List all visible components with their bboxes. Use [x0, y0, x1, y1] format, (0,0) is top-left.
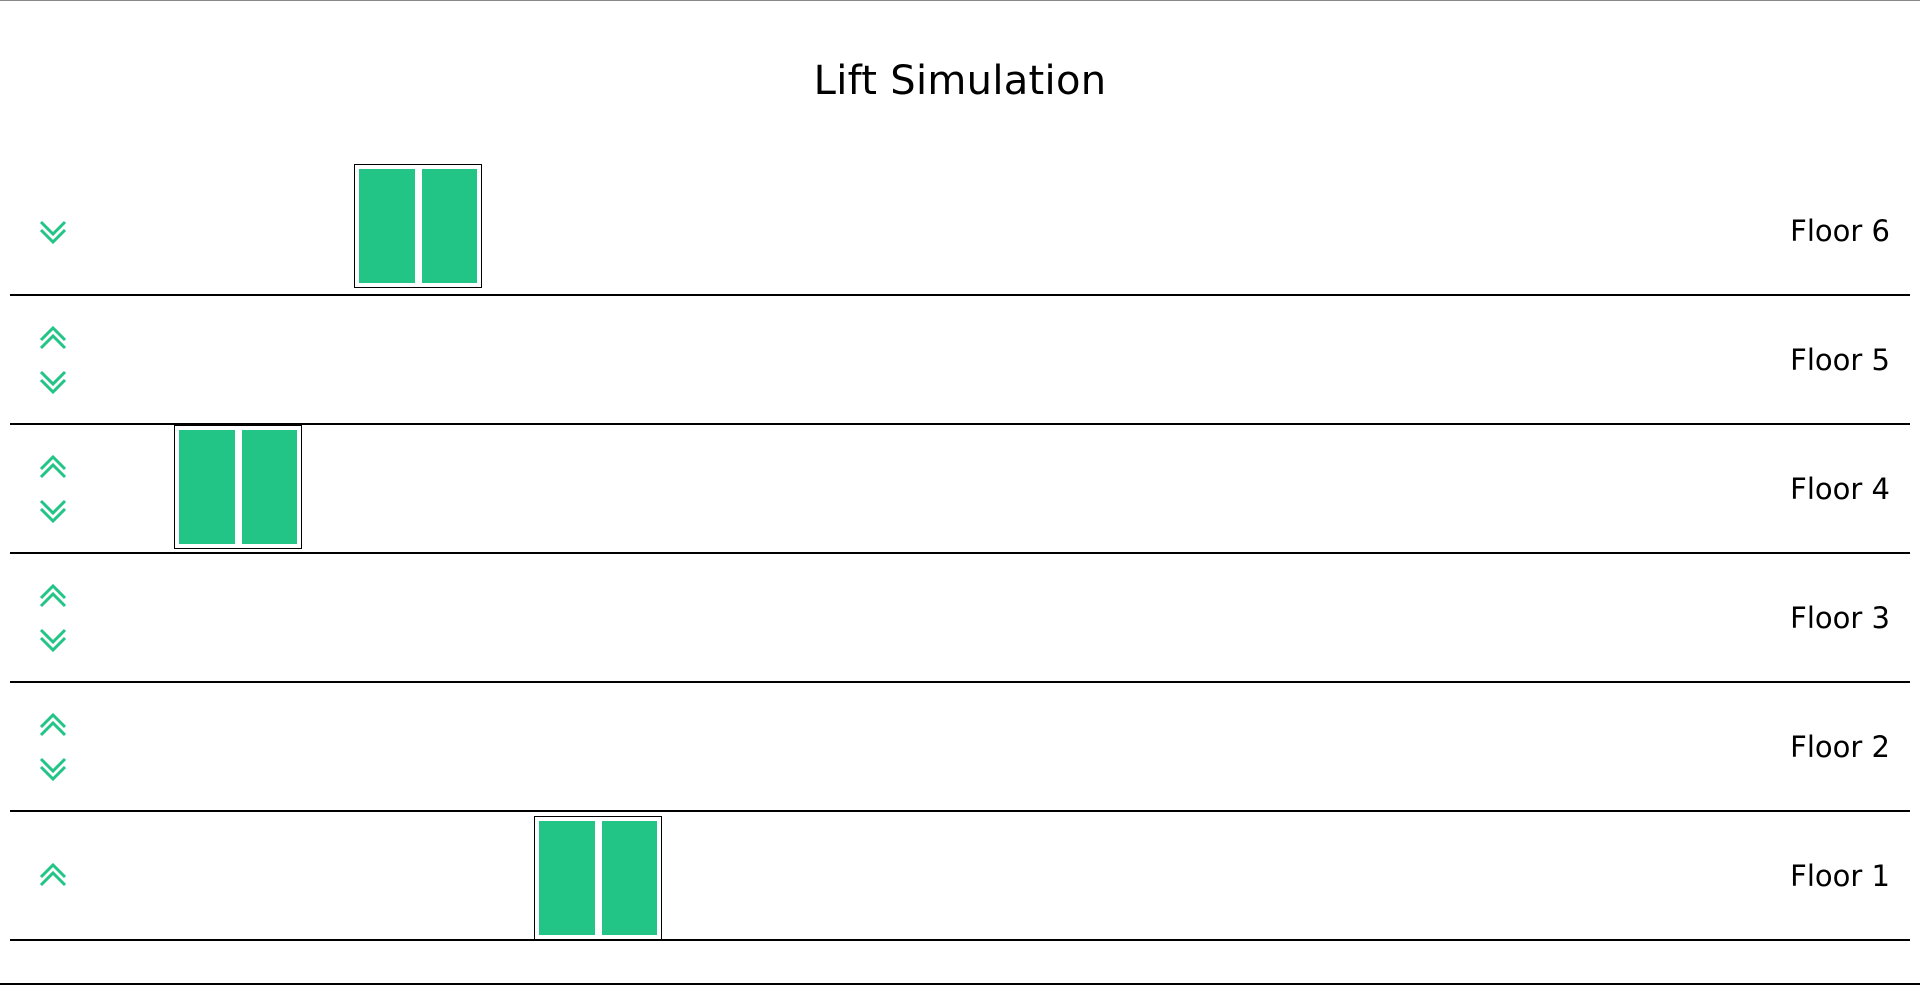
- floor-5-label: Floor 5: [1790, 342, 1890, 377]
- lift-2: [354, 164, 482, 288]
- floor-3-label: Floor 3: [1790, 600, 1890, 635]
- lift-3-right-door: [601, 821, 657, 935]
- lift-3-left-door: [539, 821, 595, 935]
- double-chevron-down-icon: [39, 220, 67, 244]
- double-chevron-up-icon: [39, 712, 67, 736]
- floor-2-up-button[interactable]: [37, 709, 69, 743]
- floor-5: Floor 5: [10, 296, 1910, 425]
- floor-5-buttons: [37, 296, 69, 423]
- double-chevron-down-icon: [39, 628, 67, 652]
- floor-1-label: Floor 1: [1790, 858, 1890, 893]
- floor-4-up-button[interactable]: [37, 451, 69, 485]
- lift-1-right-door: [241, 430, 297, 544]
- floor-6-down-button[interactable]: [37, 214, 69, 248]
- double-chevron-down-icon: [39, 370, 67, 394]
- double-chevron-up-icon: [39, 583, 67, 607]
- floor-6-label: Floor 6: [1790, 213, 1890, 248]
- floor-2-buttons: [37, 683, 69, 810]
- lift-3: [534, 816, 662, 940]
- page-title: Lift Simulation: [813, 58, 1107, 104]
- floor-3-up-button[interactable]: [37, 580, 69, 614]
- double-chevron-down-icon: [39, 499, 67, 523]
- floor-5-down-button[interactable]: [37, 364, 69, 398]
- floor-6-buttons: [37, 167, 69, 294]
- lift-2-right-door: [421, 169, 477, 283]
- floor-3: Floor 3: [10, 554, 1910, 683]
- floor-1: Floor 1: [10, 812, 1910, 941]
- floor-2-label: Floor 2: [1790, 729, 1890, 764]
- double-chevron-down-icon: [39, 757, 67, 781]
- floor-5-up-button[interactable]: [37, 322, 69, 356]
- bottom-divider: [0, 983, 1920, 985]
- floor-3-buttons: [37, 554, 69, 681]
- floor-4-label: Floor 4: [1790, 471, 1890, 506]
- lift-1-left-door: [179, 430, 235, 544]
- floor-6: Floor 6: [10, 167, 1910, 296]
- lift-2-left-door: [359, 169, 415, 283]
- floor-4-down-button[interactable]: [37, 493, 69, 527]
- double-chevron-up-icon: [39, 454, 67, 478]
- lift-1: [174, 425, 302, 549]
- floor-2: Floor 2: [10, 683, 1910, 812]
- floor-1-buttons: [37, 812, 69, 939]
- double-chevron-up-icon: [39, 862, 67, 886]
- floor-1-up-button[interactable]: [37, 859, 69, 893]
- floor-4: Floor 4: [10, 425, 1910, 554]
- floor-4-buttons: [37, 425, 69, 552]
- double-chevron-up-icon: [39, 325, 67, 349]
- floor-2-down-button[interactable]: [37, 751, 69, 785]
- floor-3-down-button[interactable]: [37, 622, 69, 656]
- floors-container: Floor 6 Floor 5: [10, 164, 1910, 941]
